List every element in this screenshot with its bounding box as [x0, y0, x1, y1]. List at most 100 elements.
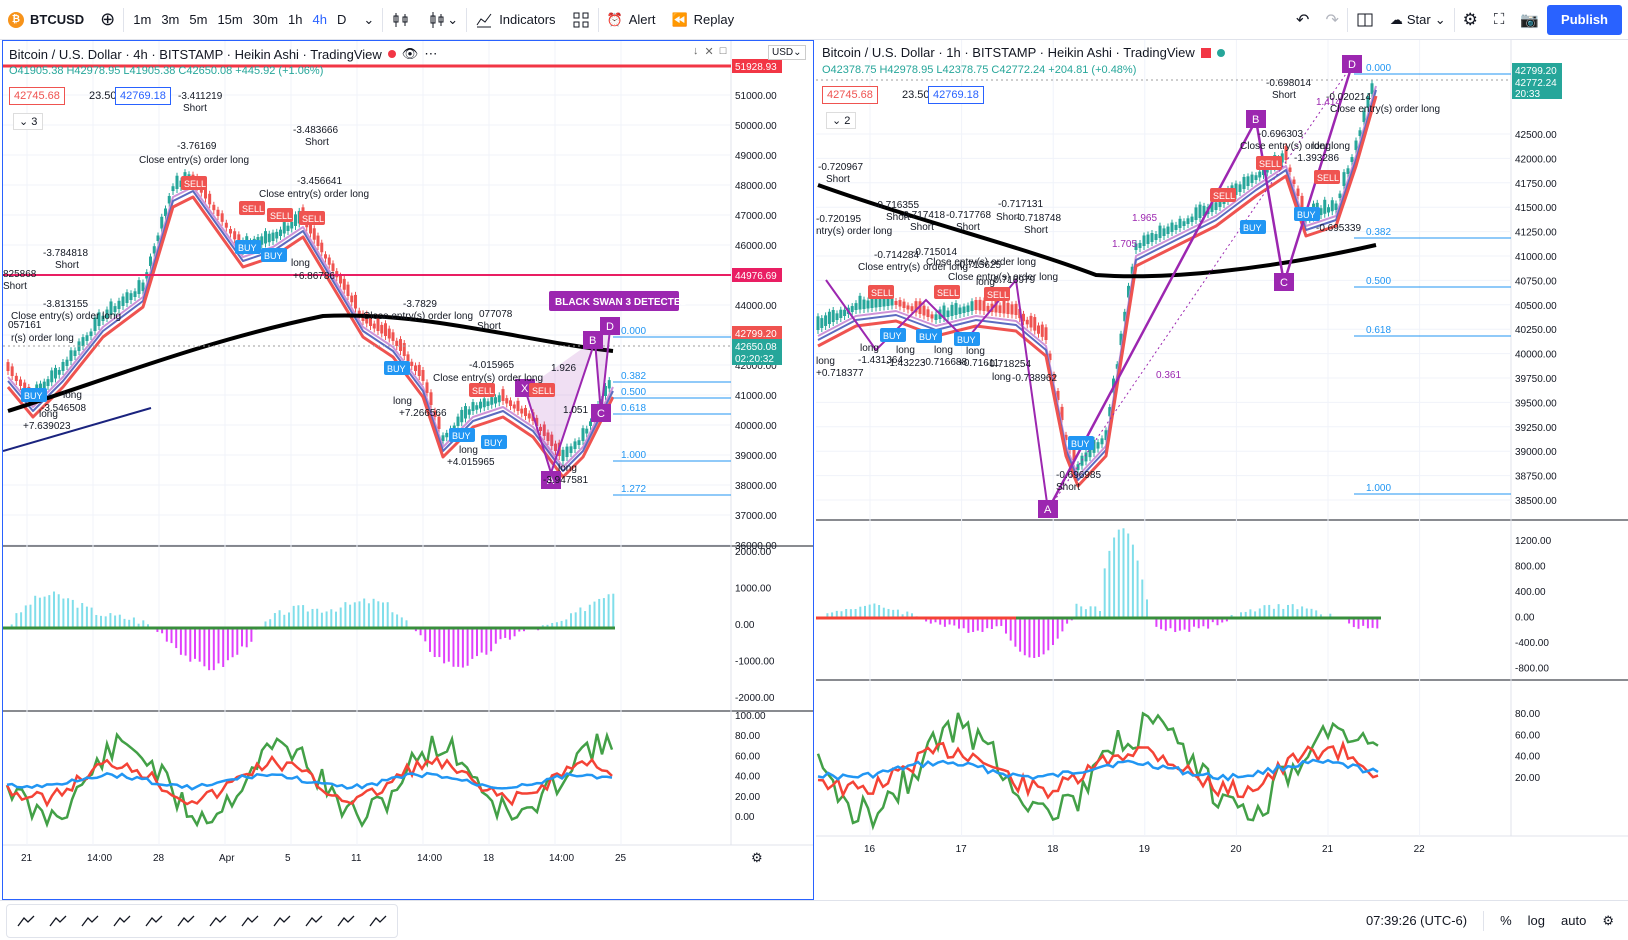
trend-line-icon[interactable]: [107, 907, 137, 935]
layout-icon[interactable]: [1348, 0, 1382, 40]
xabcd-icon[interactable]: [267, 907, 297, 935]
chevron-down-icon[interactable]: ⌄: [363, 11, 375, 27]
interval-15m[interactable]: 15m: [217, 12, 243, 27]
candle-body: [414, 365, 417, 371]
replay-button[interactable]: ⏪ Replay: [663, 0, 742, 40]
publish-button[interactable]: Publish: [1547, 4, 1622, 35]
time-tick-label: 20: [1230, 844, 1242, 855]
candle-body: [14, 375, 18, 381]
settings-gear-icon[interactable]: ⚙: [1462, 9, 1478, 29]
more-icon[interactable]: ⋯: [424, 46, 438, 61]
volume-profile-icon[interactable]: [203, 907, 233, 935]
channel-icon[interactable]: [139, 907, 169, 935]
strategy-annotation: -3.947581: [543, 475, 588, 486]
price-tick-label: 41000.00: [735, 391, 777, 402]
redo-icon[interactable]: ↷: [1325, 11, 1339, 29]
layout-name-button[interactable]: ☁ Star ⌄: [1382, 0, 1454, 40]
interval-3m[interactable]: 3m: [161, 12, 180, 27]
symbol-label: BTCUSD: [30, 12, 85, 27]
candle-body: [1134, 243, 1138, 250]
chevron-down-icon: ⌄: [1434, 11, 1446, 27]
left-chart-canvas[interactable]: 51000.0050000.0049000.0048000.0047000.00…: [3, 41, 813, 899]
maximize-icon[interactable]: □: [719, 45, 727, 57]
alert-button[interactable]: ⏰ Alert: [599, 0, 664, 40]
candle-body: [482, 398, 486, 408]
fib-icon[interactable]: [75, 907, 105, 935]
arrow-down-icon[interactable]: ↓: [693, 45, 699, 57]
pattern-icon[interactable]: [43, 907, 73, 935]
line-tool-icon[interactable]: [235, 907, 265, 935]
rsi-tick-label: 40.00: [1515, 752, 1540, 763]
candle-body: [934, 314, 938, 320]
flag-icon[interactable]: [1200, 47, 1211, 58]
curve-icon[interactable]: [299, 907, 329, 935]
strategy-annotation: -3.411219: [178, 91, 223, 102]
candle-body: [1250, 174, 1254, 183]
candle-body: [1330, 200, 1334, 212]
candle-body: [542, 424, 546, 436]
candle-style-icon[interactable]: ⌄: [419, 0, 466, 40]
fullscreen-icon[interactable]: ⛶: [1493, 11, 1505, 28]
fib-level-label: 0.500: [621, 387, 646, 398]
compare-add-icon[interactable]: ⊕: [100, 9, 116, 29]
time-tick-label: 28: [153, 853, 165, 864]
pattern-point-box: [1038, 500, 1058, 518]
interval-1m[interactable]: 1m: [133, 12, 152, 27]
candle-body: [1056, 390, 1060, 400]
horizontal-ray-icon[interactable]: [171, 907, 201, 935]
right-chart-pane[interactable]: 42500.00 42000.00 41750.00 41500.00 41250.00…: [816, 40, 1628, 900]
strategy-annotation: 825868: [3, 269, 37, 280]
ruler-icon[interactable]: [363, 907, 393, 935]
left-chart-pane[interactable]: 51000.00 50000.00 49000.00 48000.00 47000.00…: [2, 40, 814, 900]
divider: [1453, 7, 1455, 32]
candle-body: [1154, 234, 1158, 240]
price-tick-label: 41250.00: [1515, 228, 1557, 239]
pattern-point-label: C: [597, 408, 605, 420]
candle-body: [516, 400, 520, 411]
undo-icon[interactable]: ↶: [1296, 11, 1310, 29]
candle-body: [1084, 452, 1088, 462]
time-tick-label: 19: [1139, 844, 1151, 855]
clock-readout[interactable]: 07:39:26 (UTC-6): [1365, 913, 1468, 928]
price-label: 42799.20: [1515, 66, 1557, 77]
menu-lines-icon[interactable]: [11, 907, 41, 935]
interval-5m[interactable]: 5m: [189, 12, 208, 27]
eye-icon[interactable]: 👁: [401, 46, 419, 61]
strategy-annotation: long: [393, 396, 412, 407]
templates-icon[interactable]: [564, 0, 598, 40]
percent-toggle[interactable]: %: [1500, 913, 1512, 928]
candle-body: [229, 229, 232, 234]
settings-gear-icon[interactable]: ⚙: [1602, 912, 1614, 928]
indicators-button[interactable]: Indicators: [467, 0, 563, 40]
currency-selector[interactable]: USD⌄: [768, 45, 806, 60]
log-toggle[interactable]: log: [1527, 913, 1546, 928]
right-indicator-collapse[interactable]: ⌄ 2: [826, 112, 857, 129]
bar-style-icon[interactable]: [383, 0, 419, 40]
top-toolbar: ₿ BTCUSD ⊕ 1m 3m 5m 15m 30m 1h 4h D ⌄ ⌄ Indicat…: [0, 0, 1628, 40]
left-bid-box[interactable]: 42745.68: [9, 87, 65, 105]
pattern-point-label: D: [606, 321, 614, 333]
right-ask-box[interactable]: 42769.18: [928, 86, 984, 104]
candle-body: [824, 315, 828, 326]
auto-toggle[interactable]: auto: [1561, 913, 1587, 928]
right-bid-box[interactable]: 42745.68: [822, 86, 878, 104]
interval-D[interactable]: D: [336, 12, 347, 27]
interval-30m[interactable]: 30m: [252, 12, 279, 27]
left-ask-box[interactable]: 42769.18: [115, 87, 171, 105]
price-tick-label: 39000.00: [735, 451, 777, 462]
price-label: 44976.69: [735, 271, 777, 282]
status-dot-icon: [387, 50, 396, 58]
long-position-icon[interactable]: [331, 907, 361, 935]
close-icon[interactable]: ✕: [704, 46, 714, 58]
candle-body: [494, 397, 497, 404]
interval-4h[interactable]: 4h: [312, 12, 327, 27]
candle-body: [380, 324, 384, 334]
candle-body: [1334, 203, 1338, 210]
interval-1h[interactable]: 1h: [288, 12, 303, 27]
right-chart-canvas[interactable]: 42500.00 42000.00 41750.00 41500.00 41250.00…: [816, 40, 1628, 900]
price-label: 42799.20: [735, 329, 777, 340]
camera-icon[interactable]: 📷: [1520, 11, 1540, 29]
candle-body: [970, 301, 974, 311]
left-indicator-collapse[interactable]: ⌄ 3: [13, 113, 44, 130]
symbol-search[interactable]: ₿ BTCUSD: [0, 0, 92, 40]
